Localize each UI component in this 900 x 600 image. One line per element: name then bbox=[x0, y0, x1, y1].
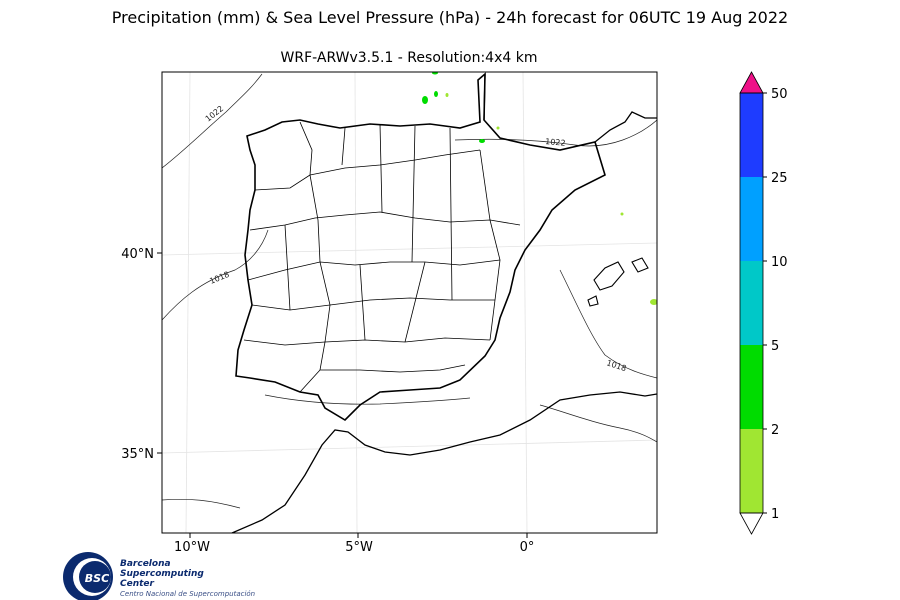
colorbar-segment-25-50 bbox=[740, 93, 763, 177]
bsc-logo-text: Barcelona Supercomputing Center Centro N… bbox=[120, 559, 255, 599]
colorbar: 1 2 5 10 25 50 bbox=[739, 71, 788, 535]
lon-tick-0: 0° bbox=[520, 540, 535, 555]
bsc-logo-mark: BSC bbox=[85, 572, 109, 585]
colorbar-tick-25: 25 bbox=[771, 171, 788, 186]
colorbar-tick-10: 10 bbox=[771, 255, 788, 270]
colorbar-tick-2: 2 bbox=[771, 423, 779, 438]
colorbar-segment-2-5 bbox=[740, 345, 763, 429]
colorbar-tick-50: 50 bbox=[771, 87, 788, 102]
colorbar-tick-1: 1 bbox=[771, 507, 779, 522]
lon-tick-10w: 10°W bbox=[174, 540, 210, 555]
africa-coastline bbox=[231, 391, 657, 533]
balearic-islands bbox=[587, 257, 649, 307]
map-area bbox=[162, 72, 657, 533]
region-borders bbox=[243, 121, 521, 393]
colorbar-segment-5-10 bbox=[740, 261, 763, 345]
map-subtitle: WRF-ARWv3.5.1 - Resolution:4x4 km bbox=[280, 50, 538, 66]
bsc-logo-line3: Center bbox=[120, 579, 154, 589]
precipitation-areas bbox=[422, 72, 657, 305]
map-frame bbox=[161, 71, 658, 534]
colorbar-segment-10-25 bbox=[740, 177, 763, 261]
france-coastline bbox=[483, 73, 657, 143]
iberia-coastline bbox=[235, 72, 606, 422]
bsc-logo: BSC bbox=[63, 552, 113, 600]
lon-tick-5w: 5°W bbox=[345, 540, 373, 555]
bsc-logo-line1: Barcelona bbox=[120, 559, 171, 569]
graticule bbox=[162, 72, 657, 533]
colorbar-segment-1-2 bbox=[740, 429, 763, 513]
colorbar-tick-5: 5 bbox=[771, 339, 779, 354]
colorbar-extend-bottom bbox=[739, 512, 764, 535]
bsc-logo-line4: Centro Nacional de Supercomputación bbox=[120, 590, 256, 598]
map-title: Precipitation (mm) & Sea Level Pressure … bbox=[111, 8, 789, 27]
colorbar-extend-top bbox=[739, 71, 764, 94]
lat-tick-40n: 40°N bbox=[121, 247, 154, 262]
lat-tick-35n: 35°N bbox=[121, 447, 154, 462]
bsc-logo-line2: Supercomputing bbox=[120, 569, 204, 579]
isobar-label-1022-east: 1022 bbox=[545, 137, 566, 148]
isobar-lines bbox=[162, 73, 657, 509]
axis-ticks bbox=[157, 252, 528, 538]
